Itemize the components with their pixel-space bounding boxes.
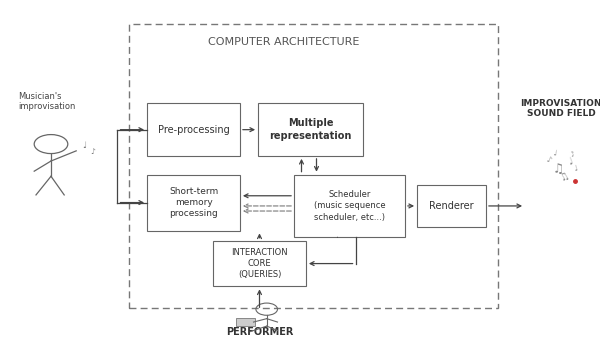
Text: COMPUTER ARCHITECTURE: COMPUTER ARCHITECTURE: [208, 37, 359, 47]
Text: Multiple
representation: Multiple representation: [269, 118, 352, 141]
Text: ♩: ♩: [573, 163, 579, 173]
Text: Pre-processing: Pre-processing: [158, 125, 229, 135]
Bar: [235, 318, 254, 326]
Bar: [147, 103, 240, 156]
Bar: [129, 24, 498, 308]
Bar: [417, 185, 486, 227]
Bar: [147, 175, 240, 231]
Bar: [213, 241, 306, 286]
Text: Short-term
memory
processing: Short-term memory processing: [169, 187, 218, 218]
Text: Musician's
improvisation: Musician's improvisation: [18, 92, 76, 112]
Text: ♩: ♩: [552, 148, 558, 157]
Bar: [294, 175, 405, 237]
Text: Renderer: Renderer: [429, 201, 474, 211]
Text: IMPROVISATION
SOUND FIELD: IMPROVISATION SOUND FIELD: [520, 99, 600, 118]
Text: ♩: ♩: [566, 156, 574, 166]
Text: ♪: ♪: [569, 151, 577, 158]
Text: ♩: ♩: [82, 140, 86, 149]
Text: INTERACTION
CORE
(QUERIES): INTERACTION CORE (QUERIES): [231, 248, 288, 279]
Text: ♫: ♫: [553, 163, 563, 176]
Text: ♪: ♪: [545, 154, 553, 164]
Text: ♪: ♪: [90, 147, 95, 156]
Text: PERFORMER: PERFORMER: [226, 327, 293, 337]
Text: Scheduler
(music sequence
scheduler, etc...): Scheduler (music sequence scheduler, etc…: [314, 190, 385, 222]
Text: ♫: ♫: [558, 170, 570, 183]
Bar: [258, 103, 363, 156]
